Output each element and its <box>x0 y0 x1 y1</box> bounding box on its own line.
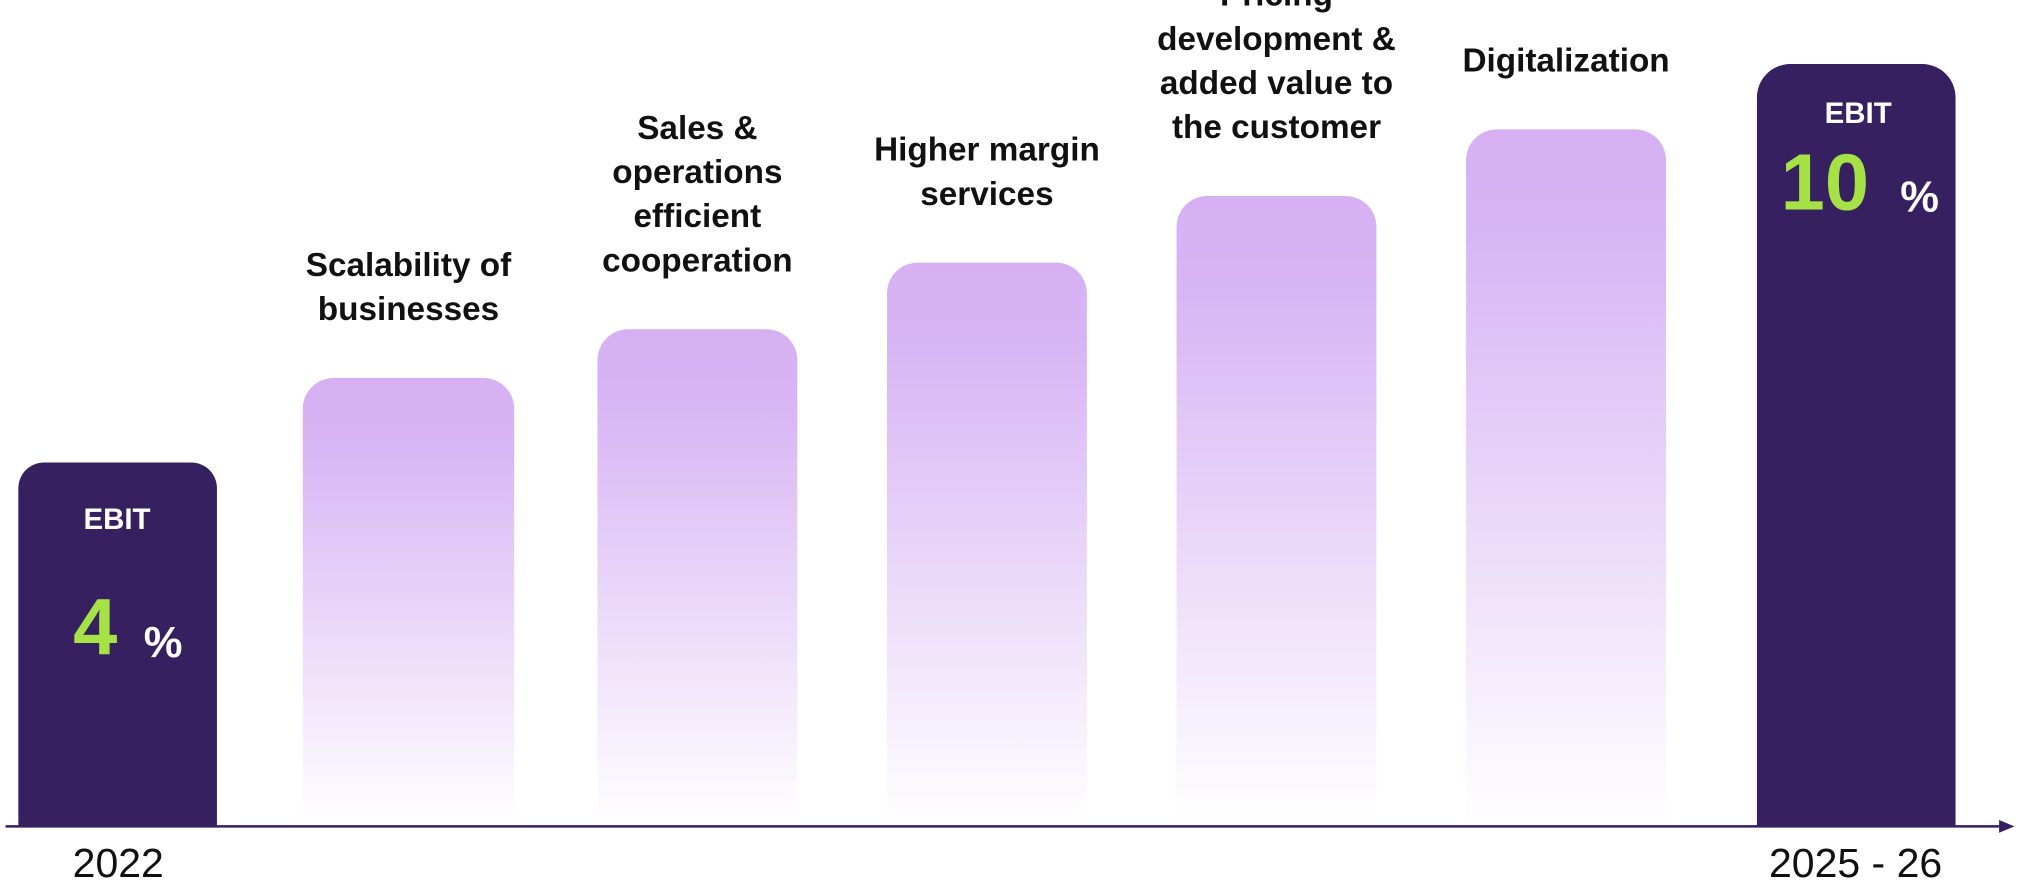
start-value: 4 <box>73 582 117 671</box>
step-label: Sales & <box>637 110 757 147</box>
step-label: cooperation <box>602 242 793 279</box>
step-label: Scalability of <box>306 247 512 284</box>
step-bar <box>1466 129 1666 827</box>
step-label: businesses <box>318 291 499 328</box>
step-bar <box>302 377 515 827</box>
start-label: EBIT <box>83 503 150 536</box>
steps: Scalability of businesses Sales & operation… <box>302 0 1670 827</box>
step-label: the customer <box>1172 109 1381 146</box>
step-bar <box>1176 196 1377 827</box>
step-bar <box>597 329 798 827</box>
step-label: services <box>920 176 1053 213</box>
step-label: development & <box>1157 21 1396 58</box>
step-label: operations <box>612 154 782 191</box>
step-label: added value to <box>1160 65 1393 102</box>
end-bar <box>1756 64 1956 827</box>
axis-arrow <box>1999 819 2015 833</box>
step-label: Pricing <box>1220 0 1333 14</box>
step-label: Higher margin <box>874 132 1100 169</box>
step-label: efficient <box>634 198 762 235</box>
start-bar <box>18 462 217 827</box>
end-label: EBIT <box>1825 97 1892 130</box>
step-label: Digitalization <box>1462 43 1669 80</box>
end-value: 10 <box>1781 137 1869 226</box>
start-unit: % <box>144 619 183 667</box>
start-year: 2022 <box>73 840 164 886</box>
end-unit: % <box>1900 173 1939 221</box>
end-year: 2025 - 26 <box>1769 840 1942 886</box>
step-bar <box>887 262 1087 827</box>
